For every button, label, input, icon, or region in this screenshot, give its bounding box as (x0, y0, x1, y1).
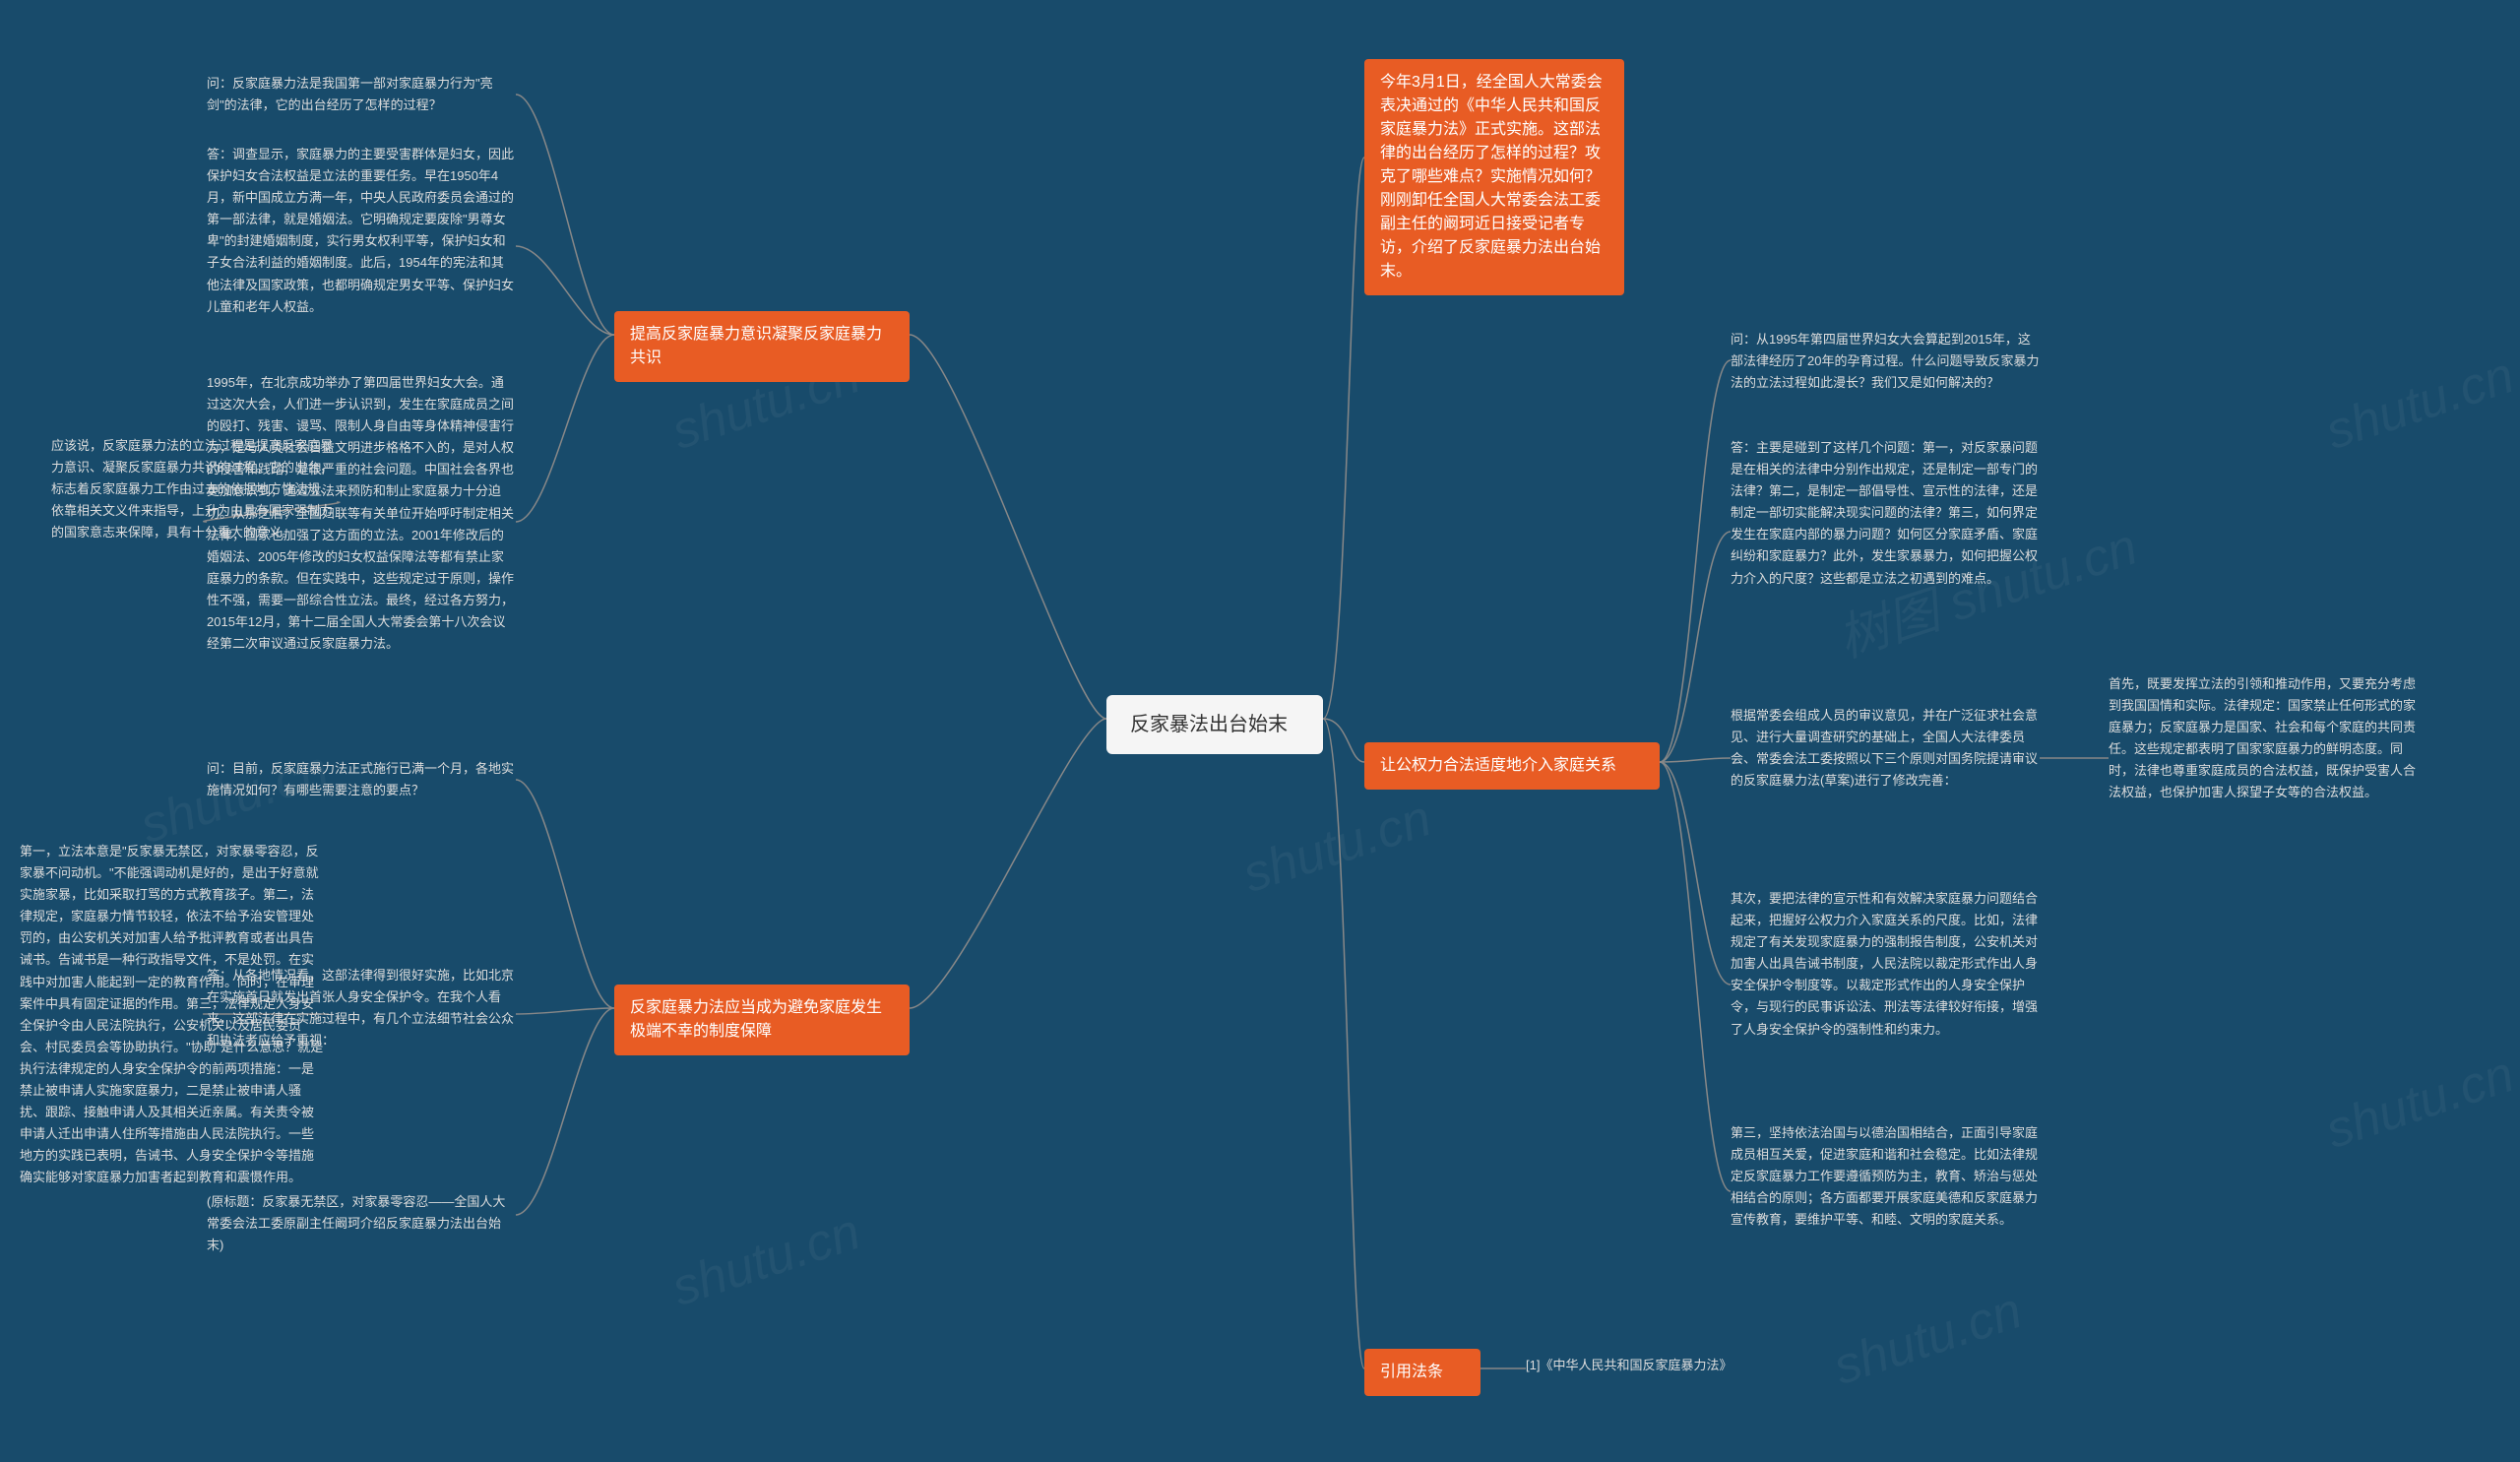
watermark: shutu.cn (2319, 346, 2520, 462)
leaf-b1-1: 答：调查显示，家庭暴力的主要受害群体是妇女，因此保护妇女合法权益是立法的重要任务… (207, 140, 516, 322)
leaf-b4-0: [1]《中华人民共和国反家庭暴力法》 (1526, 1351, 1821, 1380)
root-node[interactable]: 反家暴法出台始末 (1106, 695, 1323, 754)
leaf-b3-5: 第三，坚持依法治国与以德治国相结合，正面引导家庭成员相互关爱，促进家庭和谐和社会… (1731, 1118, 2040, 1235)
leaf-b1-0: 问：反家庭暴力法是我国第一部对家庭暴力行为"亮剑"的法律，它的出台经历了怎样的过… (207, 69, 516, 120)
leaf-b2-3: (原标题：反家暴无禁区，对家暴零容忍——全国人大常委会法工委原副主任阚珂介绍反家… (207, 1187, 516, 1260)
leaf-b3-3: 首先，既要发挥立法的引领和推动作用，又要充分考虑到我国国情和实际。法律规定：国家… (2109, 669, 2418, 808)
branch-b2[interactable]: 反家庭暴力法应当成为避免家庭发生极端不幸的制度保障 (614, 985, 910, 1055)
leaf-b3-1: 答：主要是碰到了这样几个问题：第一，对反家暴问题是在相关的法律中分别作出规定，还… (1731, 433, 2040, 594)
watermark: shutu.cn (1827, 1281, 2029, 1397)
watermark: shutu.cn (1236, 789, 1438, 905)
leaf-b2-2: 第一，立法本意是"反家暴无禁区，对家暴零容忍，反家暴不问动机。"不能强调动机是好… (20, 837, 325, 1193)
leaf-b1-3: 应该说，反家庭暴力法的立法过程是提高反家庭暴力意识、凝聚反家庭暴力共识的过程。它… (51, 431, 337, 547)
branch-intro[interactable]: 今年3月1日，经全国人大常委会表决通过的《中华人民共和国反家庭暴力法》正式实施。… (1364, 59, 1624, 295)
leaf-b3-4: 其次，要把法律的宣示性和有效解决家庭暴力问题结合起来，把握好公权力介入家庭关系的… (1731, 884, 2040, 1045)
branch-b3[interactable]: 让公权力合法适度地介入家庭关系 (1364, 742, 1660, 790)
leaf-b2-0: 问：目前，反家庭暴力法正式施行已满一个月，各地实施情况如何？有哪些需要注意的要点… (207, 754, 516, 805)
branch-b1[interactable]: 提高反家庭暴力意识凝聚反家庭暴力共识 (614, 311, 910, 382)
watermark: shutu.cn (665, 1202, 867, 1318)
leaf-b3-2: 根据常委会组成人员的审议意见，并在广泛征求社会意见、进行大量调查研究的基础上，全… (1731, 701, 2040, 795)
branch-b4[interactable]: 引用法条 (1364, 1349, 1480, 1396)
leaf-b3-0: 问：从1995年第四届世界妇女大会算起到2015年，这部法律经历了20年的孕育过… (1731, 325, 2040, 398)
watermark: shutu.cn (2319, 1045, 2520, 1161)
